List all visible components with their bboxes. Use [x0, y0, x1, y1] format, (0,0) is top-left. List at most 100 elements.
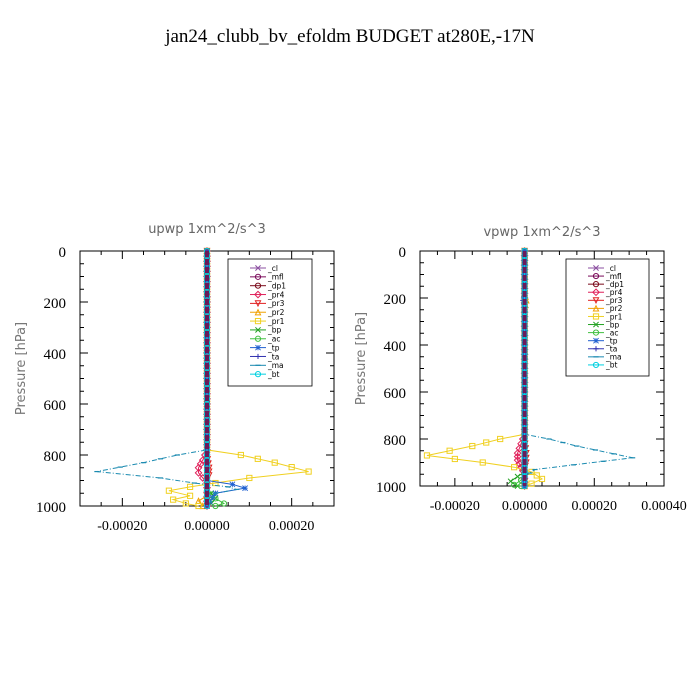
legend-marker: [593, 321, 599, 328]
legend-label: _pr1: [605, 312, 623, 321]
y-tick-label: 600: [384, 386, 407, 402]
y-axis-label: Pressure [hPa]: [354, 312, 369, 405]
marker_pr4: [194, 468, 203, 477]
marker_pr1: [511, 464, 518, 471]
series_ma: [94, 250, 240, 507]
chart-title: vpwp 1xm^2/s^3: [483, 225, 600, 240]
marker_pr1: [271, 459, 278, 466]
legend-marker: [254, 371, 262, 378]
legend-marker: [255, 265, 261, 271]
marker_pr1: [446, 447, 453, 454]
legend-marker: [254, 308, 262, 316]
legend: _cl_mfl_dp1_pr4_pr3_pr2_pr1_bp_ac_tp_ta_…: [227, 258, 313, 387]
legend-label: _ta: [605, 345, 617, 354]
legend-label: _pr3: [267, 299, 285, 308]
series-line_pr1: [168, 251, 309, 507]
y-tick-label: 0: [399, 245, 407, 261]
chart-2: vpwp 1xm^2/s^3 Pressure [hPa] 0 200 400 600 80…: [354, 225, 687, 514]
legend-label: _ta: [267, 352, 279, 361]
marker_pr1: [246, 474, 253, 482]
marker_pr4: [513, 456, 522, 465]
legend-label: _ac: [605, 328, 618, 337]
y-tick-label: 1000: [36, 500, 66, 516]
y-tick-label: 0: [59, 245, 67, 261]
marker_pr1: [195, 502, 202, 510]
legend-marker: [592, 297, 600, 305]
marker_pr4: [194, 463, 203, 472]
legend-marker: [592, 329, 600, 336]
legend-label: _mfl: [267, 273, 284, 282]
marker_ac: [220, 500, 228, 507]
legend-label: _mfl: [605, 272, 622, 281]
legend-box: [565, 258, 650, 377]
y-tick-label: 200: [44, 296, 67, 312]
legend-marker: [254, 317, 262, 325]
legend-marker: [255, 344, 261, 351]
legend-label: _pr2: [605, 304, 623, 313]
y-tick-label: 200: [384, 292, 407, 308]
legend-label: _tp: [267, 343, 280, 352]
legend-label: _pr2: [267, 308, 285, 317]
legend-marker: [254, 290, 262, 299]
marker_pr1: [186, 492, 194, 499]
legend-marker: [593, 265, 599, 271]
x-tick-label: 0.00000: [502, 499, 548, 514]
marker_pr1: [186, 483, 194, 490]
marker_pr1: [533, 472, 540, 479]
marker_pr1: [288, 464, 295, 471]
legend-marker: [254, 273, 262, 280]
legend-marker: [592, 272, 600, 280]
legend-label: _tp: [605, 336, 618, 345]
marker_pr1: [165, 487, 173, 494]
legend-marker: [593, 337, 599, 344]
legend-label: _dp1: [605, 280, 624, 289]
marker_pr1: [483, 439, 490, 446]
legend-label: _bp: [267, 326, 282, 335]
x-tick-label: 0.00020: [572, 499, 618, 514]
legend-box: [227, 258, 313, 387]
legend-marker: [254, 282, 262, 289]
marker_pr1: [423, 452, 431, 459]
y-tick-label: 800: [44, 449, 67, 465]
marker_pr1: [170, 496, 177, 503]
x-tick-label: -0.00020: [430, 499, 480, 514]
legend-marker: [592, 288, 600, 297]
y-tick-label: 600: [44, 398, 67, 414]
legend-marker: [592, 281, 600, 288]
y-axis-label: Pressure [hPa]: [14, 322, 29, 415]
marker_tp: [242, 485, 249, 492]
legend-label: _pr4: [605, 288, 623, 297]
x-tick-label: -0.00020: [97, 519, 147, 534]
legend-label: _cl: [267, 264, 278, 273]
legend-label: _bp: [605, 320, 620, 329]
marker_pr4: [513, 452, 522, 461]
marker_pr1: [182, 500, 189, 507]
marker_pr1: [538, 475, 546, 483]
legend-marker: [255, 326, 261, 333]
legend-label: _pr3: [605, 296, 623, 305]
marker_ac: [212, 502, 219, 510]
marker_pr1: [528, 468, 535, 475]
y-tick-label: 400: [384, 339, 407, 355]
legend-marker: [592, 313, 600, 320]
marker_pr1: [254, 455, 261, 462]
chart-title: upwp 1xm^2/s^3: [148, 222, 266, 237]
legend-marker: [254, 300, 262, 308]
marker_pr1: [479, 459, 486, 466]
chart-1: upwp 1xm^2/s^3 Pressure [hPa] 0 200 400 600 80…: [14, 222, 335, 534]
legend-label: _bt: [267, 370, 280, 379]
legend-label: _ma: [605, 353, 622, 362]
series-line_pr1: [426, 251, 544, 487]
series-line_ma: [96, 251, 237, 507]
legend-label: _pr4: [267, 290, 285, 299]
legend-marker: [254, 335, 262, 342]
marker_pr1: [469, 442, 476, 450]
legend-marker: [593, 346, 599, 352]
legend-label: _ma: [267, 361, 284, 370]
marker_ac: [511, 481, 518, 488]
legend-label: _cl: [605, 264, 616, 273]
marker_pr1: [528, 480, 535, 487]
marker_pr1: [451, 455, 458, 463]
figure-title: jan24_clubb_bv_efoldm BUDGET at280E,-17N: [164, 26, 535, 47]
